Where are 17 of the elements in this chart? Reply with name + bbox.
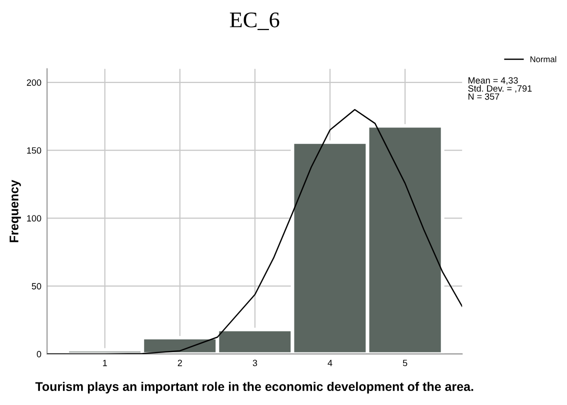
x-tick-label: 2 [178,360,182,366]
y-tick-label: 200 [26,79,42,86]
x-tick-label: 1 [103,360,107,366]
y-tick-label: 150 [27,147,42,154]
x-tick-label: 3 [252,360,258,366]
text: Mean = 4,33 [468,77,518,85]
text: N = 357 [468,93,500,100]
legend-label: Normal [530,56,556,62]
text: Std. Dev. = ,791 [468,85,532,93]
x-tick-label: 5 [402,360,408,366]
y-tick-label: 50 [32,283,42,290]
x-tick-label: 4 [328,360,332,366]
x-axis-title: Tourism plays an important role in the economic development of the area. [35,382,474,394]
chart-title: EC_6 [230,12,280,30]
y-tick-label: 100 [27,215,42,222]
y-axis-title: Frequency [10,180,21,242]
y-tick-label: 0 [36,350,42,358]
